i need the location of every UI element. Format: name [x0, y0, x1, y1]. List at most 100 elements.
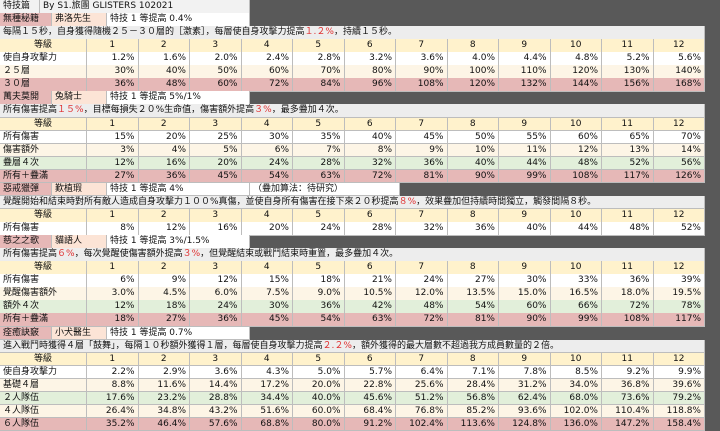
level: 6	[344, 117, 396, 132]
level: 5	[293, 261, 345, 275]
value: 13.5%	[447, 287, 499, 301]
value: 40.0%	[293, 391, 345, 406]
value: 40%	[138, 65, 190, 79]
skill-bonus: 特技 1 等提高 0.4%	[107, 13, 250, 27]
value: 24%	[396, 274, 448, 288]
value: 5.2%	[602, 52, 654, 66]
level: 9	[499, 261, 551, 275]
level: 5	[293, 117, 345, 132]
value: 110%	[499, 65, 551, 79]
description-text: ，目標每損失２０%生命值，傷害額外提高	[83, 105, 255, 116]
value: 35.2%	[87, 417, 139, 431]
value: 22.8%	[344, 378, 396, 393]
value: 5.0%	[293, 365, 345, 380]
value: 108%	[550, 169, 602, 184]
level: 5	[293, 352, 345, 367]
level: 4	[241, 39, 293, 53]
skill-bonus: 特技 1 等提高 0.7%	[107, 326, 250, 341]
description: 所有傷害提高６%，每次覺醒使傷害額外提高３%，但覺醒結束或戰鬥結束時重置，最多疊…	[0, 248, 705, 262]
value: 50%	[447, 130, 499, 145]
value: 68.4%	[344, 404, 396, 419]
row-label: 所有傷害	[0, 274, 87, 288]
value: 45.6%	[344, 391, 396, 406]
level: 9	[499, 39, 551, 53]
level: 3	[190, 208, 242, 223]
value: 12%	[87, 300, 139, 314]
value: 48%	[138, 78, 190, 92]
value: 33%	[550, 274, 602, 288]
value: 23.2%	[138, 391, 190, 406]
value: 36%	[190, 313, 242, 327]
level: 12	[653, 261, 705, 275]
level: 10	[550, 117, 602, 132]
value: 56%	[653, 156, 705, 171]
value: 93.6%	[499, 404, 551, 419]
value: 48%	[550, 156, 602, 171]
row-label: 額外４次	[0, 300, 87, 314]
level: 8	[447, 208, 499, 223]
value: 32%	[344, 156, 396, 171]
value: 2.9%	[138, 365, 190, 380]
description: 每隔１５秒，自身獲得隨機２５－３０層的［激素］，每層使自身攻擊力提高１.２%，持…	[0, 26, 705, 40]
value: 3.0%	[87, 287, 139, 301]
value: 124.8%	[499, 417, 551, 431]
value: 51.6%	[241, 404, 293, 419]
level: 4	[241, 208, 293, 223]
value: 4.8%	[550, 52, 602, 66]
value: 7.8%	[499, 365, 551, 380]
value: 8.8%	[87, 378, 139, 393]
value: 70%	[293, 65, 345, 79]
value: 6.4%	[396, 365, 448, 380]
level: 5	[293, 39, 345, 53]
value: 48%	[396, 300, 448, 314]
value: 73.6%	[602, 391, 654, 406]
value: 20%	[138, 130, 190, 145]
description-text: 所有傷害提高	[3, 249, 58, 260]
value: 66%	[550, 300, 602, 314]
value: 62.4%	[499, 391, 551, 406]
value: 18.0%	[602, 287, 654, 301]
row-label: 所有傷害	[0, 130, 87, 145]
level-header: 等級	[0, 261, 87, 275]
value: 2.8%	[293, 52, 345, 66]
value: 32%	[396, 222, 448, 236]
value: 48%	[602, 222, 654, 236]
level: 8	[447, 261, 499, 275]
value: 1.6%	[138, 52, 190, 66]
level: 6	[344, 39, 396, 53]
value: 30%	[241, 130, 293, 145]
row-label: 使自身攻擊力	[0, 52, 87, 66]
value: 108%	[396, 78, 448, 92]
level-header: 等級	[0, 352, 87, 367]
value: 60%	[499, 300, 551, 314]
value: 28%	[344, 222, 396, 236]
level: 9	[499, 208, 551, 223]
value: 70%	[653, 130, 705, 145]
level: 7	[396, 261, 448, 275]
value: 78%	[653, 300, 705, 314]
value: 12%	[138, 222, 190, 236]
level: 4	[241, 261, 293, 275]
level: 11	[602, 39, 654, 53]
value: 6%	[241, 143, 293, 158]
value: 76.8%	[396, 404, 448, 419]
level: 10	[550, 208, 602, 223]
level: 12	[653, 39, 705, 53]
value: 30%	[241, 300, 293, 314]
value: 3.6%	[190, 365, 242, 380]
level: 2	[138, 352, 190, 367]
value: 11.6%	[138, 378, 190, 393]
level: 1	[87, 352, 139, 367]
value: 4.5%	[138, 287, 190, 301]
value: 65%	[602, 130, 654, 145]
level: 12	[653, 352, 705, 367]
level: 1	[87, 208, 139, 223]
value: 72%	[344, 169, 396, 184]
value: 10%	[447, 143, 499, 158]
value: 60%	[550, 130, 602, 145]
value: 34.8%	[138, 404, 190, 419]
value: 27%	[87, 169, 139, 184]
value: 16%	[190, 222, 242, 236]
value: 25.6%	[396, 378, 448, 393]
value: 4.0%	[447, 52, 499, 66]
